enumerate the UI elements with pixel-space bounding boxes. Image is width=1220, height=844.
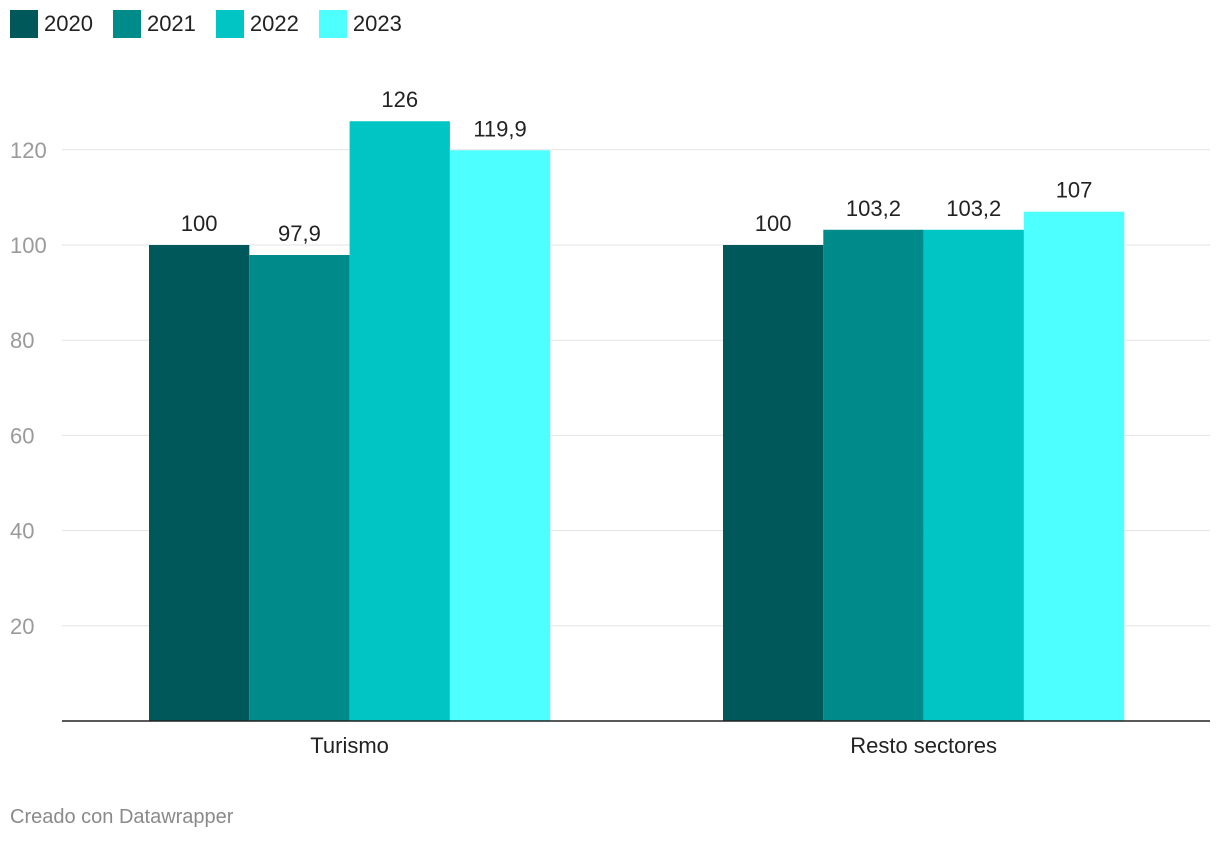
legend-label-2020: 2020	[44, 11, 93, 36]
value-label-resto-sectores-2020: 100	[755, 211, 792, 236]
value-label-resto-sectores-2022: 103,2	[946, 196, 1001, 221]
bar-resto-sectores-2022	[923, 229, 1024, 721]
legend-label-2022: 2022	[249, 11, 299, 36]
value-label-turismo-2020: 100	[181, 211, 218, 236]
legend-swatch-2022	[215, 10, 244, 38]
legend-item-2020: 2020	[10, 10, 93, 38]
bar-resto-sectores-2023	[1023, 211, 1125, 721]
bar-turismo-2022	[349, 121, 450, 722]
y-tick-label-80: 80	[10, 328, 34, 353]
legend-swatch-2023	[318, 10, 347, 38]
legend-swatch-2021	[112, 10, 141, 38]
legend-label-2021: 2021	[146, 11, 196, 36]
y-tick-label-20: 20	[10, 614, 34, 639]
category-label-resto-sectores: Resto sectores	[850, 733, 997, 758]
legend-item-2022: 2022	[215, 10, 299, 38]
y-tick-label-100: 100	[10, 233, 47, 258]
value-label-resto-sectores-2023: 107	[1056, 178, 1093, 203]
bar-turismo-2020	[149, 245, 250, 721]
value-label-turismo-2023: 119,9	[473, 116, 526, 141]
value-label-resto-sectores-2021: 103,2	[846, 196, 901, 221]
legend-label-2023: 2023	[352, 11, 402, 36]
value-label-turismo-2021: 97,9	[278, 221, 321, 246]
bar-chart: 20 40 60 80 100 120 100 97,9 126 119,9 Turismo 100 1…	[10, 87, 1210, 758]
legend-item-2021: 2021	[112, 10, 196, 38]
footer-credit: Creado con Datawrapper	[10, 806, 234, 828]
bar-resto-sectores-2021	[823, 229, 924, 721]
legend-item-2023: 2023	[318, 10, 402, 38]
bar-turismo-2023	[449, 150, 551, 721]
y-tick-label-40: 40	[10, 519, 34, 544]
value-label-turismo-2022: 126	[381, 87, 418, 112]
legend-swatch-2020	[10, 10, 38, 38]
category-label-turismo: Turismo	[310, 733, 389, 758]
chart-legend: 2020 2021 2022 2023	[10, 10, 402, 38]
y-tick-label-60: 60	[10, 423, 34, 448]
bar-turismo-2021	[249, 254, 350, 721]
y-tick-label-120: 120	[10, 138, 47, 163]
bar-resto-sectores-2020	[723, 245, 824, 721]
